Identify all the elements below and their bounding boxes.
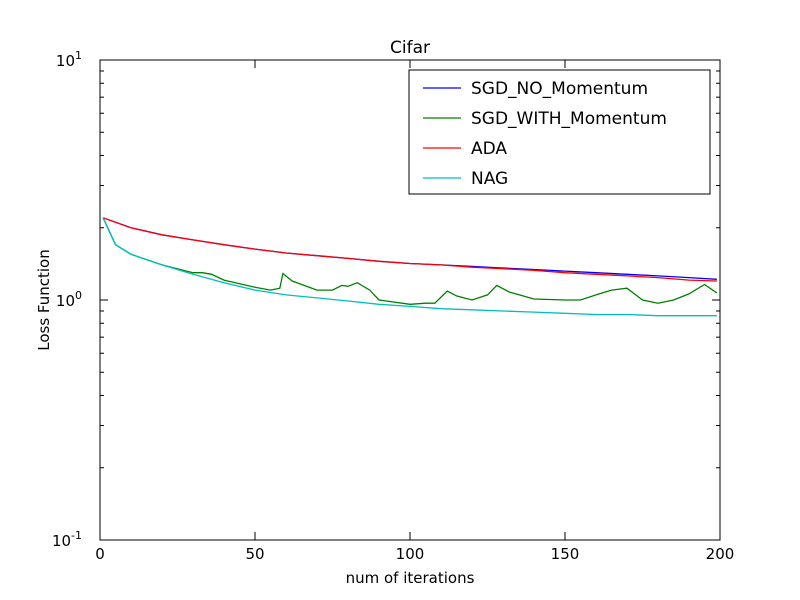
legend-label-2: ADA bbox=[471, 139, 507, 159]
series-line-1 bbox=[102, 217, 718, 305]
y-axis-label: Loss Function bbox=[35, 249, 53, 350]
x-tick-label-1: 50 bbox=[245, 545, 264, 563]
x-tick-label-4: 200 bbox=[706, 545, 735, 563]
legend-box bbox=[408, 69, 711, 195]
x-tick-label-2: 100 bbox=[396, 545, 425, 563]
series-line-3 bbox=[102, 217, 717, 317]
legend-label-0: SGD_NO_Momentum bbox=[471, 79, 648, 99]
legend-label-1: SGD_WITH_Momentum bbox=[471, 109, 667, 129]
x-axis-label: num of iterations bbox=[346, 569, 475, 587]
chart-title: Cifar bbox=[390, 38, 430, 58]
series-line-2 bbox=[102, 217, 717, 282]
x-tick-label-0: 0 bbox=[95, 545, 105, 563]
x-tick-label-3: 150 bbox=[551, 545, 580, 563]
legend: SGD_NO_Momentum SGD_WITH_Momentum ADA NAG bbox=[408, 69, 711, 195]
legend-label-3: NAG bbox=[471, 169, 508, 189]
series-layer bbox=[102, 217, 718, 317]
plot-frame bbox=[99, 59, 721, 541]
